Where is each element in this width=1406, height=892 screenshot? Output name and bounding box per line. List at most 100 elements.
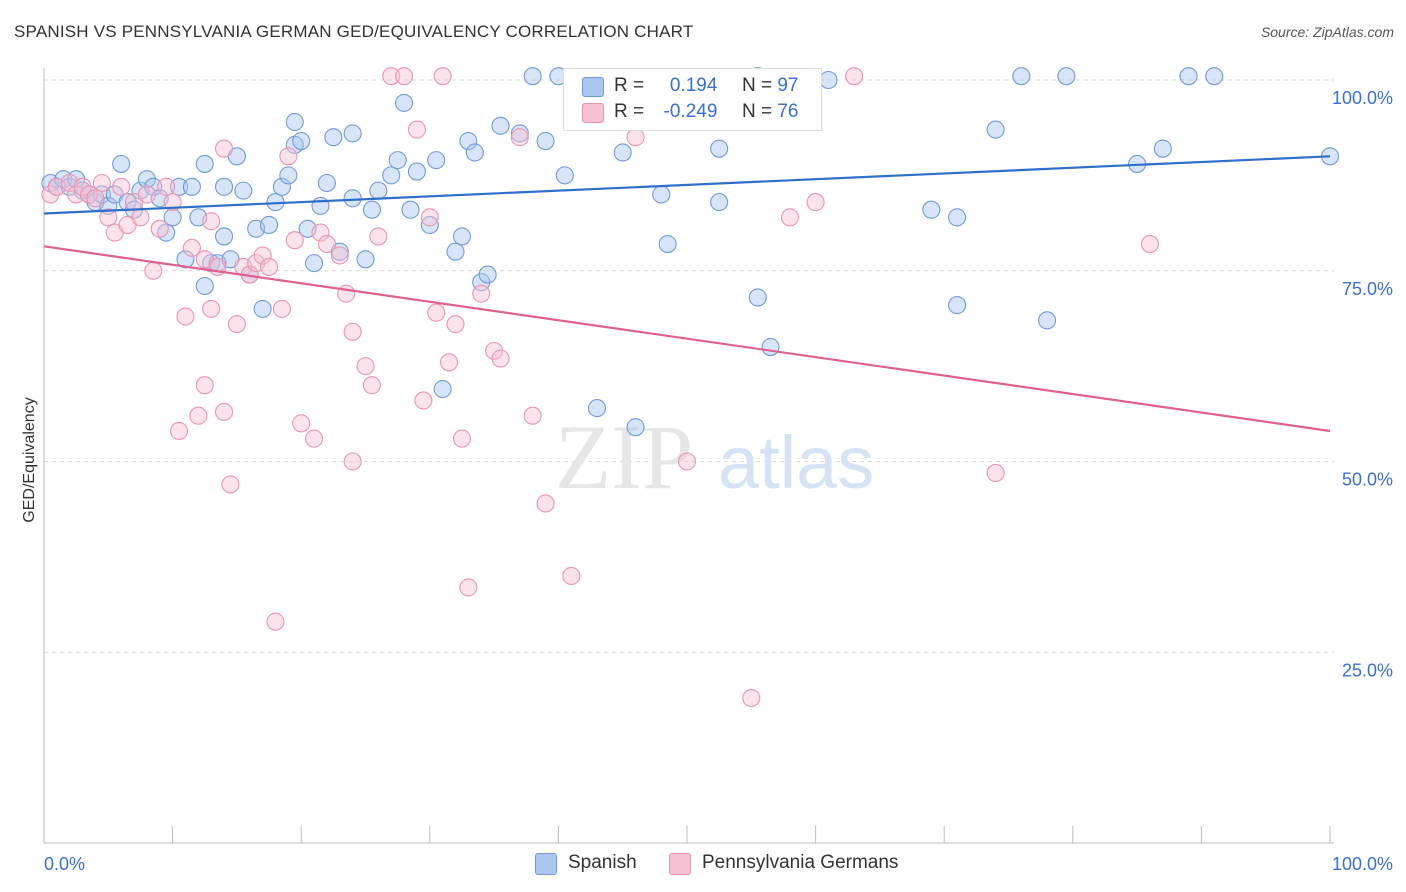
pennsylvania-germans-point — [459, 578, 478, 597]
spanish-point — [658, 234, 677, 254]
spanish-point — [613, 143, 632, 162]
pennsylvania-germans-point — [343, 452, 362, 471]
spanish-point — [1205, 67, 1224, 86]
pennsylvania-germans-point — [163, 193, 182, 212]
pennsylvania-germans-point — [369, 227, 388, 246]
pennsylvania-germans-point — [446, 315, 465, 334]
pennsylvania-germans-point — [150, 219, 169, 238]
spanish-point — [253, 299, 272, 318]
pennsylvania-germans-point — [414, 391, 433, 410]
x-tick-label: 100.0% — [1332, 854, 1393, 874]
spanish-point — [305, 254, 324, 273]
spanish-point — [343, 189, 362, 208]
spanish-point — [555, 166, 574, 185]
spanish-point — [407, 162, 426, 181]
spanish-legend-swatch — [535, 853, 557, 875]
spanish-point — [491, 116, 510, 135]
spanish-point — [369, 181, 388, 200]
pennsylvania-germans-point — [227, 315, 246, 334]
spanish-point — [536, 131, 555, 151]
chart-title: SPANISH VS PENNSYLVANIA GERMAN GED/EQUIV… — [14, 22, 694, 41]
spanish-point — [420, 215, 439, 235]
spanish-point — [459, 131, 478, 151]
pennsylvania-germans-point — [986, 463, 1005, 482]
n-value: 97 — [777, 75, 799, 96]
spanish-point — [137, 170, 156, 189]
pennsylvania-germans-point — [272, 299, 291, 318]
spanish-point — [279, 166, 298, 185]
n-label: N = — [741, 75, 773, 96]
pennsylvania-germans-point — [536, 494, 555, 513]
spanish-point — [710, 139, 729, 158]
spanish-point — [710, 193, 729, 212]
x-tick-label: 0.0% — [44, 854, 85, 874]
pennsylvania-germans-point — [845, 67, 864, 86]
r-label: R = — [614, 75, 645, 96]
spanish-point — [214, 227, 234, 246]
spanish-trend-line — [43, 155, 1331, 215]
r-value: -0.249 — [663, 101, 718, 122]
pennsylvania-germans-point — [305, 429, 324, 448]
pennsylvania-germans-point — [440, 353, 459, 372]
legend-label-pennsylvania-germans: Pennsylvania Germans — [702, 852, 899, 873]
pennsylvania-germans-point — [144, 261, 163, 280]
spanish-point — [510, 124, 529, 143]
pennsylvania-germans-point — [677, 452, 697, 471]
pennsylvania-germans-point — [407, 120, 426, 139]
spanish-point — [285, 112, 304, 132]
y-tick-label: 75.0% — [1342, 279, 1393, 299]
pennsylvania-germans-point — [285, 231, 304, 250]
pennsylvania-germans-point — [99, 208, 118, 227]
gridlines — [44, 79, 1334, 653]
pennsylvania-germans-point — [214, 402, 234, 421]
series-legend: Spanish Pennsylvania Germans — [0, 851, 1406, 879]
spanish-point — [317, 173, 336, 193]
pennsylvania-germans-trend-line — [43, 245, 1331, 433]
spanish-point — [748, 288, 767, 307]
spanish-point — [587, 399, 607, 418]
spanish-point — [427, 151, 446, 170]
spanish-point — [112, 154, 131, 173]
pennsylvania-germans-point — [420, 208, 439, 227]
pennsylvania-germans-point — [356, 357, 375, 376]
spanish-point — [433, 379, 452, 399]
spanish-point — [395, 93, 414, 112]
pennsylvania-germans-point — [382, 67, 401, 86]
spanish-point — [465, 143, 484, 162]
spanish-point — [343, 124, 362, 143]
pennsylvania-germans-point — [221, 475, 240, 494]
spanish-point — [1153, 139, 1172, 158]
spanish-point — [362, 200, 381, 219]
spanish-point — [182, 177, 201, 196]
pennsylvania-germans-point — [176, 307, 195, 326]
pennsylvania-germans-point — [112, 177, 131, 196]
spanish-point — [324, 128, 343, 147]
pennsylvania-germans-point — [433, 67, 452, 86]
pennsylvania-germans-legend-swatch — [669, 853, 691, 875]
pennsylvania-germans-point — [317, 234, 336, 254]
stats-legend: R = 0.194 N = 97 R = -0.249 N = 76 — [563, 68, 822, 131]
pennsylvania-germans-point — [452, 429, 472, 448]
spanish-point — [176, 250, 195, 269]
n-label: N = — [741, 101, 773, 122]
spanish-point — [272, 177, 291, 196]
pennsylvania-germans-point — [131, 208, 150, 227]
pennsylvania-germans-point — [311, 223, 330, 242]
pennsylvania-germans-point — [253, 246, 272, 265]
spanish-point — [948, 208, 967, 227]
spanish-point — [1057, 67, 1076, 86]
watermark: ZIP atlas — [555, 406, 874, 508]
y-tick-label: 100.0% — [1332, 88, 1393, 108]
y-tick-label: 50.0% — [1342, 470, 1393, 490]
spanish-point — [819, 70, 838, 90]
pennsylvania-germans-point — [510, 128, 529, 147]
pennsylvania-germans-point — [41, 185, 60, 204]
pennsylvania-germans-point — [73, 177, 92, 196]
pennsylvania-germans-point — [562, 566, 581, 586]
spanish-point — [452, 227, 472, 246]
pennsylvania-germans-point — [395, 67, 414, 86]
pennsylvania-germans-point — [742, 688, 761, 708]
spanish-point — [986, 120, 1005, 139]
pennsylvania-germans-point — [259, 257, 279, 276]
pennsylvania-germans-point — [182, 238, 201, 257]
